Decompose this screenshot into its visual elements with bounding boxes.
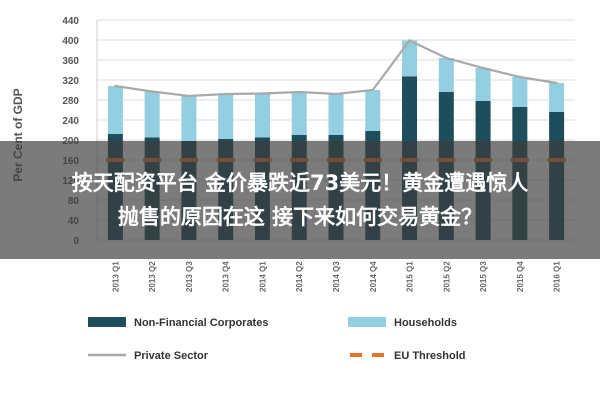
legend-label: EU Threshold (394, 350, 466, 362)
x-tick-label: 2013 Q4 (222, 261, 231, 292)
legend-swatch (348, 317, 386, 327)
x-tick-label: 2015 Q2 (442, 261, 451, 292)
x-tick-label: 2016 Q1 (553, 261, 562, 292)
bar-households (291, 92, 307, 135)
private-sector-point (518, 75, 522, 79)
private-sector-point (334, 92, 338, 96)
private-sector-point (555, 81, 558, 85)
private-sector-point (408, 39, 411, 42)
private-sector-point (150, 90, 154, 93)
legend-label: Private Sector (134, 350, 209, 362)
y-tick-label: 240 (62, 116, 79, 127)
y-tick-label: 280 (62, 96, 79, 107)
private-sector-point (187, 94, 191, 98)
bar-households (107, 86, 123, 134)
bar-households (254, 93, 270, 138)
x-tick-label: 2014 Q1 (258, 261, 267, 292)
x-tick-label: 2014 Q4 (369, 261, 378, 292)
y-tick-label: 400 (62, 36, 79, 47)
legend-swatch (88, 317, 126, 327)
x-tick-label: 2015 Q1 (406, 261, 415, 292)
x-tick-label: 2013 Q2 (148, 261, 157, 292)
legend: Non-Financial Corporates Households Privat… (88, 317, 466, 362)
bar-households (144, 91, 160, 138)
headline-line-1: 按天配资平台 金价暴跌近73美元！黄金遭遇惊人 (71, 171, 529, 195)
private-sector-point (261, 92, 264, 95)
x-tick-label: 2014 Q2 (295, 261, 304, 292)
private-sector-point (371, 88, 374, 92)
private-sector-point (481, 66, 485, 70)
x-tick-label: 2015 Q4 (516, 261, 525, 292)
bar-households (549, 83, 565, 112)
bar-households (328, 94, 344, 135)
y-tick-label: 320 (62, 76, 79, 87)
bar-households (402, 40, 418, 77)
bar-households (181, 96, 197, 141)
bar-households (475, 68, 491, 101)
y-tick-label: 360 (62, 56, 79, 67)
private-sector-point (445, 56, 448, 60)
x-tick-label: 2013 Q1 (111, 261, 120, 292)
y-tick-label: 440 (62, 16, 79, 27)
legend-label: Households (394, 317, 457, 329)
headline-line-2: 抛售的原因在这 接下来如何交易黄金？ (117, 205, 483, 229)
bar-households (512, 77, 528, 107)
bar-households (365, 90, 381, 131)
x-tick-label: 2014 Q3 (332, 261, 341, 292)
private-sector-point (114, 84, 117, 88)
bar-households (438, 58, 454, 92)
x-tick-label: 2013 Q3 (185, 261, 194, 292)
bar-households (218, 94, 234, 139)
x-tick-label: 2015 Q3 (479, 261, 488, 292)
private-sector-point (298, 90, 301, 94)
legend-label: Non-Financial Corporates (134, 317, 268, 329)
private-sector-point (224, 92, 227, 96)
x-axis: 2013 Q1 2013 Q2 2013 Q3 2013 Q4 2014 Q1 2014 … (111, 261, 561, 292)
headline-overlay: 按天配资平台 金价暴跌近73美元！黄金遭遇惊人 抛售的原因在这 接下来如何交易黄… (0, 141, 600, 259)
